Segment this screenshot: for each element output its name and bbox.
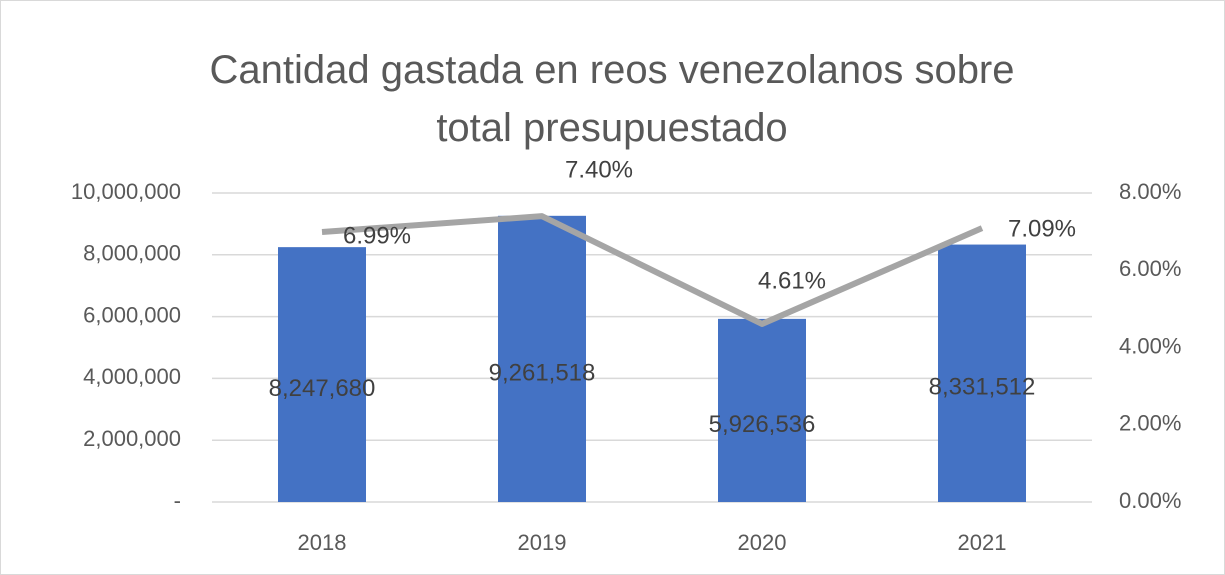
bar-value-label: 8,247,680 [269, 375, 376, 402]
bar [498, 215, 586, 502]
bar [278, 247, 366, 502]
bar [718, 318, 806, 502]
y-tick-label: 6,000,000 [83, 302, 181, 327]
line-value-label: 4.61% [758, 267, 826, 294]
x-tick-label: 2019 [518, 530, 567, 555]
y-tick-label: 4,000,000 [83, 364, 181, 389]
x-tick-label: 2018 [298, 530, 347, 555]
y2-tick-label: 2.00% [1119, 411, 1181, 436]
y2-tick-label: 8.00% [1119, 179, 1181, 204]
line-value-label: 7.40% [565, 157, 633, 184]
bar-value-label: 5,926,536 [709, 411, 816, 438]
y2-tick-label: 4.00% [1119, 333, 1181, 358]
bar-value-label: 9,261,518 [489, 359, 596, 386]
y2-tick-label: 0.00% [1119, 488, 1181, 513]
y-tick-label: 2,000,000 [83, 426, 181, 451]
bar [938, 244, 1026, 502]
x-tick-label: 2020 [738, 530, 787, 555]
line-value-label: 7.09% [1008, 215, 1076, 242]
y-tick-label: 8,000,000 [83, 241, 181, 266]
y-tick-label: 10,000,000 [71, 179, 181, 204]
chart-title: Cantidad gastada en reos venezolanos sob… [209, 48, 1015, 150]
y2-tick-label: 6.00% [1119, 256, 1181, 281]
y-tick-label: - [174, 488, 181, 513]
line [321, 213, 984, 327]
x-tick-label: 2021 [958, 530, 1007, 555]
bar-value-label: 8,331,512 [929, 374, 1036, 401]
line-value-label: 6.99% [343, 222, 411, 249]
